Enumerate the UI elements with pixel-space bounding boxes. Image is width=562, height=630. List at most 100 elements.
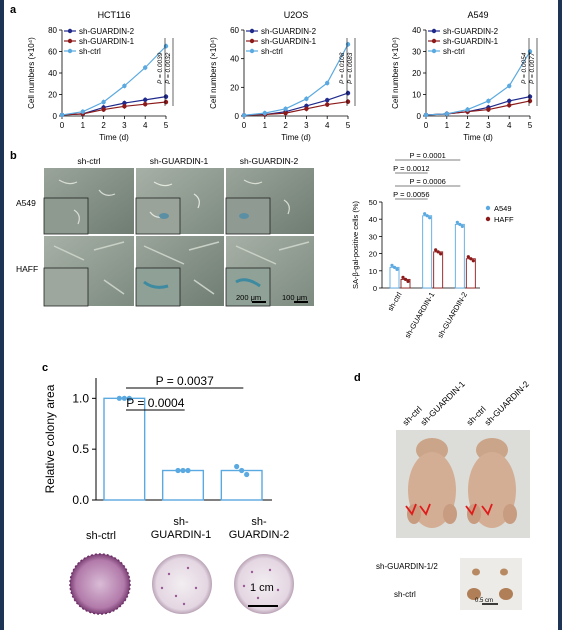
- red-arrow-icons: [405, 503, 493, 516]
- u2os-xtick-label: 3: [304, 121, 309, 130]
- u2os-ylabel: Cell numbers (×10⁴): [209, 37, 218, 109]
- colony-scale-label: 1 cm: [250, 582, 274, 594]
- sabgal-ytick-label: 50: [369, 198, 377, 207]
- a549-legend-marker: [431, 28, 437, 34]
- u2os-xtick-label: 4: [325, 121, 330, 130]
- hct116-data-point: [143, 65, 148, 70]
- hct116-data-point: [143, 97, 148, 103]
- sabgal-dot: [469, 257, 473, 261]
- col-label-sh-guardin-2: sh-GUARDIN-2: [239, 156, 299, 166]
- u2os-ytick-label: 0: [235, 112, 240, 121]
- a549-data-point: [465, 107, 470, 112]
- hct116-data-point: [163, 94, 169, 99]
- row-label-haff: HAFF: [16, 264, 39, 274]
- sabgal-bar: [454, 223, 465, 289]
- u2os-legend-label: sh-GUARDIN-1: [261, 37, 317, 46]
- sabgal-bar: [433, 251, 444, 289]
- colony-plates: sh-ctrl sh- GUARDIN-1 sh- GUARDIN-2: [64, 514, 304, 630]
- hct116-data-point: [122, 83, 127, 89]
- a549-xtick-label: 4: [507, 121, 512, 130]
- sabgal-p-value: P = 0.0056: [393, 190, 429, 199]
- colony-dot: [185, 467, 191, 474]
- a549-data-point: [507, 103, 512, 108]
- micrograph-haff-sh-guardin-1: [135, 236, 224, 307]
- hct116-ytick-label: 40: [48, 69, 57, 78]
- u2os-data-point: [345, 42, 351, 47]
- micrograph-images: [43, 168, 314, 307]
- hct116-data-point: [163, 99, 169, 105]
- colony-dot: [239, 467, 245, 474]
- u2os-series-line-2: [243, 44, 349, 116]
- a549-ylabel: Cell numbers (×10⁴): [391, 37, 400, 109]
- a549-data-point: [527, 94, 533, 99]
- excised-tumors-photo: [460, 558, 522, 610]
- sabgal-legend-label: A549: [494, 204, 512, 213]
- u2os-series-line-1: [243, 101, 349, 116]
- a549-legend-marker: [431, 48, 437, 54]
- colony-dot: [116, 395, 122, 401]
- panel-letter-a: a: [10, 4, 17, 16]
- u2os-data-point: [262, 110, 267, 116]
- micrograph-a549-sh-ctrl: [43, 168, 134, 235]
- xenograft-column-labels: sh-ctrl sh-GUARDIN-1 sh-ctrl sh-GUARDIN-…: [400, 379, 531, 428]
- hct116-data-point: [163, 43, 169, 49]
- a549-xlabel: Time (d): [463, 133, 493, 142]
- u2os-ytick-label: 60: [230, 26, 239, 35]
- tumor-label-ctrl: sh-ctrl: [394, 590, 416, 599]
- a549-series-line-2: [425, 51, 531, 116]
- scale-bar-100-label: 100 μm: [282, 293, 308, 302]
- a549-xtick-label: 1: [445, 121, 450, 130]
- u2os-xtick-label: 1: [263, 121, 268, 130]
- colony-label-sh-ctrl: sh-ctrl: [86, 530, 116, 542]
- colony-area-bar-chart: 0.0 0.5 1.0 Relative colony area P = 0.0037 P…: [43, 374, 272, 507]
- hct116-legend-marker: [67, 28, 73, 34]
- hct116-ytick-label: 60: [48, 48, 57, 57]
- sabgal-dot: [401, 275, 405, 279]
- sabgal-category-label: sh-GUARDIN-1: [403, 291, 437, 340]
- u2os-data-point: [345, 99, 351, 104]
- u2os-data-point: [304, 96, 309, 102]
- mouse-left: [407, 438, 457, 528]
- sabgal-legend-label: HAFF: [494, 215, 514, 224]
- a549-legend-label: sh-GUARDIN-2: [443, 27, 499, 36]
- sa-beta-gal-bar-chart: 0 10 20 30 40 50 SA-β-gal-positive cells (%) sh…: [351, 151, 514, 340]
- u2os-growth-chart: U2OS 0 20 40 60 0 1 2 3 4 5 Time (d) Cell numbers (×…: [209, 10, 356, 142]
- a549-xtick-label: 2: [465, 121, 470, 130]
- sabgal-category-label: sh-ctrl: [386, 290, 404, 312]
- micrograph-haff-sh-ctrl: [43, 236, 134, 307]
- u2os-title: U2OS: [284, 10, 309, 20]
- u2os-data-point: [325, 98, 330, 103]
- mouse-label-3: sh-ctrl: [464, 404, 488, 428]
- sabgal-legend-marker: [485, 216, 491, 222]
- hct116-data-point: [80, 109, 86, 114]
- colony-label-sh-guardin-1: sh- GUARDIN-1: [150, 516, 212, 541]
- sabgal-ytick-label: 40: [369, 215, 377, 224]
- sabgal-ytick-label: 30: [369, 232, 377, 241]
- hct116-legend-marker: [67, 48, 73, 54]
- xenograft-panel: sh-ctrl sh-GUARDIN-1 sh-ctrl sh-GUARDIN-…: [376, 376, 554, 626]
- sabgal-p-value: P = 0.0012: [393, 164, 429, 173]
- mouse-label-2: sh-GUARDIN-1: [418, 379, 467, 428]
- a549-data-point: [527, 98, 533, 104]
- hct116-xtick-label: 0: [60, 121, 65, 130]
- tumor-label-guardin: sh-GUARDIN-1/2: [376, 562, 438, 571]
- u2os-legend-marker: [249, 38, 255, 44]
- mouse-label-4: sh-GUARDIN-2: [482, 379, 531, 428]
- a549-ytick-label: 10: [412, 91, 421, 100]
- sabgal-dot: [434, 248, 438, 252]
- hct116-data-point: [143, 101, 148, 107]
- a549-data-point: [507, 83, 512, 89]
- hct116-ytick-label: 0: [53, 112, 58, 121]
- a549-legend-marker: [431, 38, 437, 44]
- sabgal-p-value: P = 0.0001: [409, 151, 445, 160]
- u2os-ytick-label: 40: [230, 55, 239, 64]
- sabgal-category-label: sh-GUARDIN-2: [435, 291, 469, 340]
- u2os-ytick-label: 20: [230, 83, 239, 92]
- a549-ytick-label: 20: [412, 69, 421, 78]
- u2os-legend-marker: [249, 48, 255, 54]
- row-label-a549: A549: [16, 198, 36, 208]
- sabgal-dot: [392, 265, 397, 269]
- hct116-data-point: [101, 99, 106, 105]
- sabgal-dot: [390, 263, 394, 267]
- a549-p-value: P = 0.0077: [529, 52, 536, 84]
